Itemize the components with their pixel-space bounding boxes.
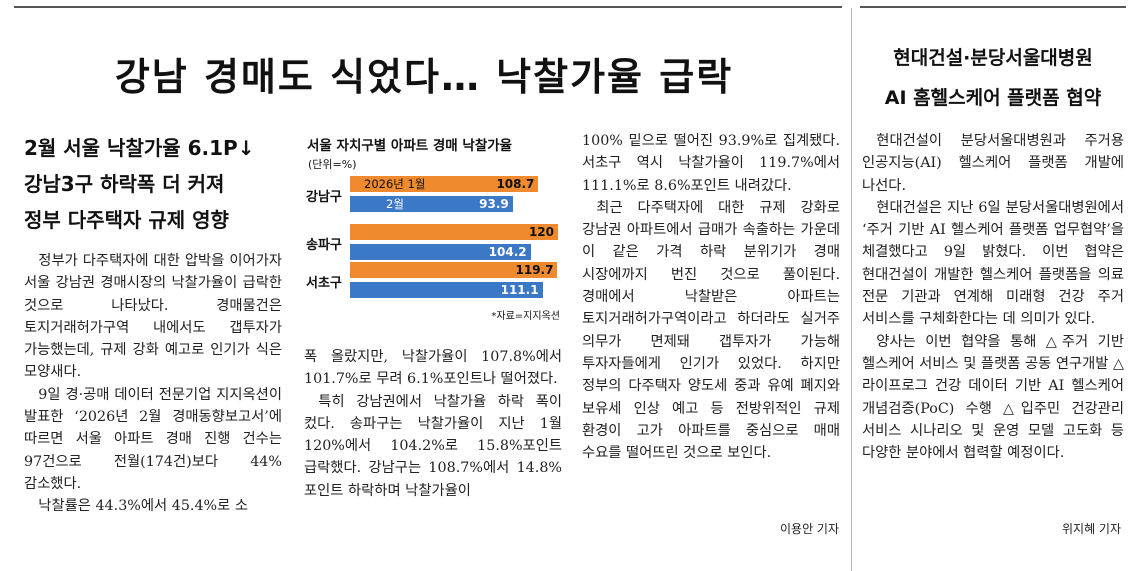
paragraph: 정부가 다주택자에 대한 압박을 이어가자 서울 강남권 경매시장의 낙찰가율이… — [24, 253, 282, 381]
body-column-2: 폭 올랐지만, 낙찰가율이 107.8%에서 101.7%로 무려 6.1%포인… — [304, 346, 562, 502]
paragraph: 현대건설은 지난 6일 분당서울대병원에서 ‘주거 기반 AI 헬스케어 플랫폼… — [862, 199, 1124, 328]
column-separator — [851, 8, 852, 571]
main-byline: 이용안 기자 — [779, 522, 839, 536]
paragraph: 현대건설이 분당서울대병원과 주거용 인공지능(AI) 헬스케어 플랫폼 개발에… — [862, 133, 1124, 194]
auction-rate-chart: 서울 자치구별 아파트 경매 낙찰가율 (단위=%) 강남구 108.7 2026년… — [290, 126, 570, 326]
bar-feb: 111.1 — [350, 282, 543, 298]
paragraph: 폭 올랐지만, 낙찰가율이 107.8%에서 101.7%로 무려 6.1%포인… — [304, 349, 562, 388]
subheads: 2월 서울 낙찰가율 6.1P↓ 강남3구 하락폭 더 커져 정부 다주택자 규… — [24, 130, 274, 238]
paragraph: 최근 다주택자에 대한 규제 강화로 강남권 아파트에서 급매가 속출하는 가운… — [582, 199, 840, 462]
bar-feb: 104.2 — [350, 244, 531, 260]
category-label: 송파구 — [306, 238, 342, 253]
bar-jan: 108.7 2026년 1월 — [350, 176, 539, 192]
category-label: 서초구 — [306, 276, 342, 291]
bar-value-label: 108.7 — [496, 177, 535, 191]
bar-value-label: 93.9 — [479, 197, 509, 211]
subhead-2: 강남3구 하락폭 더 커져 — [24, 172, 225, 196]
series-label: 2026년 1월 — [364, 177, 426, 191]
chart-title: 서울 자치구별 아파트 경매 낙찰가율 — [307, 138, 513, 154]
side-headline-line-2: AI 홈헬스케어 플랫폼 협약 — [884, 87, 1102, 109]
side-headline: 현대건설·분당서울대병원 AI 홈헬스케어 플랫폼 협약 — [862, 38, 1124, 118]
top-rule-side — [860, 6, 1126, 8]
bar-feb: 93.9 2월 — [350, 196, 513, 212]
subhead-3: 정부 다주택자 규제 영향 — [24, 208, 229, 232]
bar-value-label: 119.7 — [515, 263, 554, 277]
side-headline-line-1: 현대건설·분당서울대병원 — [893, 47, 1093, 69]
chart-source: *자료=지지옥션 — [491, 311, 560, 322]
paragraph: 낙찰률은 44.3%에서 45.4%로 소 — [38, 498, 248, 515]
paragraph: 100% 밑으로 떨어진 93.9%로 집계됐다. 서초구 역시 낙찰가율이 1… — [582, 133, 840, 194]
bar-value-label: 120 — [528, 225, 554, 239]
category-label: 강남구 — [306, 190, 342, 205]
bar-value-label: 111.1 — [500, 283, 539, 297]
paragraph: 9일 경·공매 데이터 전문기업 지지옥션이 발표한 ‘2026년 2월 경매동… — [24, 386, 282, 492]
paragraph: 양사는 이번 협약을 통해 △주거 기반 헬스케어 서비스 및 플랫폼 공동 연… — [862, 333, 1124, 462]
bar-value-label: 104.2 — [488, 245, 527, 259]
series-label: 2월 — [386, 197, 404, 211]
chart-unit: (단위=%) — [308, 158, 357, 171]
bar-jan: 120 — [350, 224, 558, 240]
paragraph: 특히 강남권에서 낙찰가율 하락 폭이 컸다. 송파구는 낙찰가율이 지난 1월… — [304, 393, 562, 499]
top-rule-main — [14, 6, 842, 8]
main-headline: 강남 경매도 식었다… 낙찰가율 급락 — [114, 55, 734, 99]
bar-jan: 119.7 — [350, 262, 558, 278]
subhead-1: 2월 서울 낙찰가율 6.1P↓ — [24, 136, 255, 160]
body-column-3: 100% 밑으로 떨어진 93.9%로 집계됐다. 서초구 역시 낙찰가율이 1… — [582, 130, 840, 464]
side-byline: 위지혜 기자 — [1061, 522, 1121, 536]
body-column-1: 정부가 다주택자에 대한 압박을 이어가자 서울 강남권 경매시장의 낙찰가율이… — [24, 250, 282, 518]
side-body-column: 현대건설이 분당서울대병원과 주거용 인공지능(AI) 헬스케어 플랫폼 개발에… — [862, 130, 1124, 464]
